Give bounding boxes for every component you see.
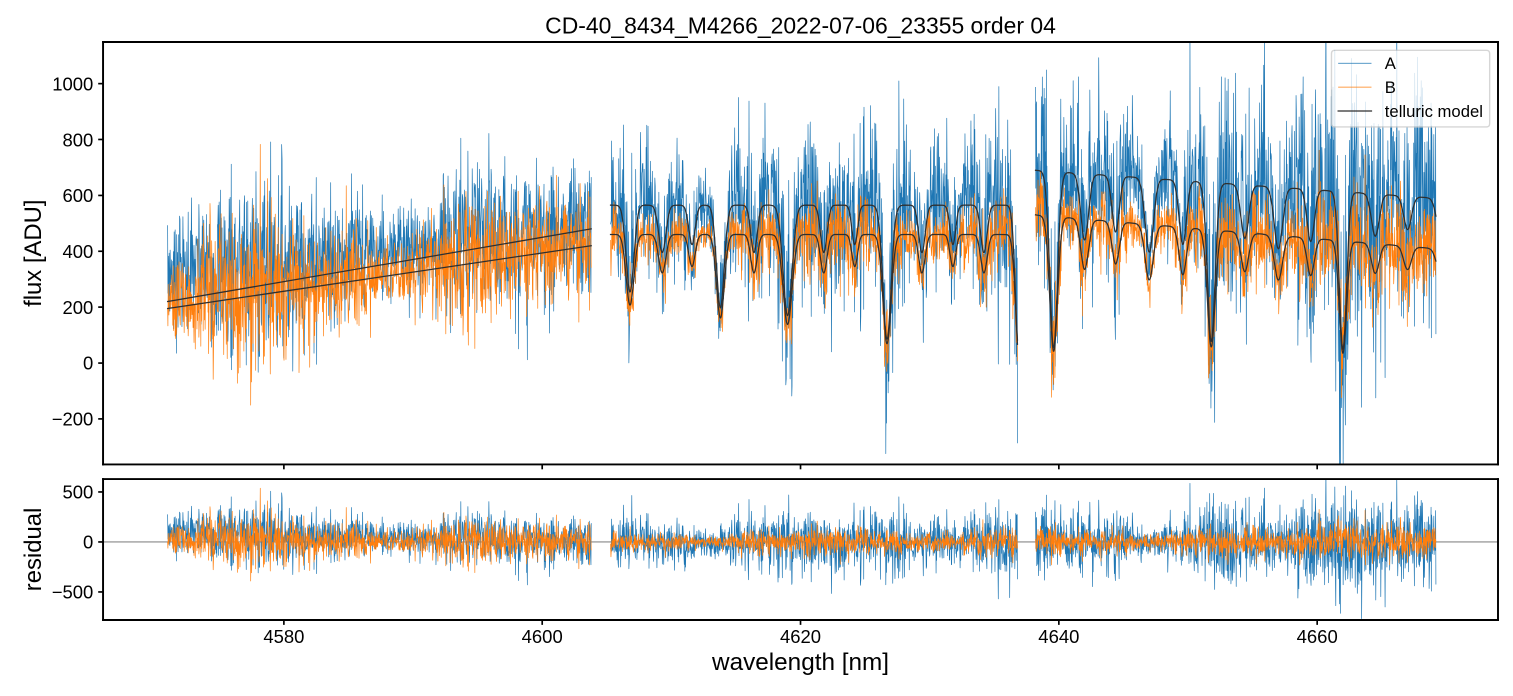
svg-text:−200: −200 xyxy=(52,409,94,430)
svg-text:A: A xyxy=(1385,54,1397,73)
svg-text:800: 800 xyxy=(63,129,94,150)
svg-text:1000: 1000 xyxy=(52,73,93,94)
svg-text:500: 500 xyxy=(63,482,94,503)
svg-text:flux [ADU]: flux [ADU] xyxy=(20,199,47,306)
svg-text:4620: 4620 xyxy=(780,626,821,647)
svg-text:200: 200 xyxy=(63,297,94,318)
svg-text:4580: 4580 xyxy=(263,626,304,647)
svg-text:0: 0 xyxy=(83,532,93,553)
svg-text:telluric model: telluric model xyxy=(1385,102,1483,121)
svg-text:600: 600 xyxy=(63,185,94,206)
svg-text:CD-40_8434_M4266_2022-07-06_23: CD-40_8434_M4266_2022-07-06_23355 order … xyxy=(545,13,1056,39)
svg-text:residual: residual xyxy=(20,508,47,592)
svg-text:wavelength [nm]: wavelength [nm] xyxy=(711,649,889,676)
svg-text:0: 0 xyxy=(83,353,93,374)
svg-text:400: 400 xyxy=(63,241,94,262)
svg-text:4660: 4660 xyxy=(1297,626,1338,647)
svg-text:4600: 4600 xyxy=(522,626,563,647)
svg-text:B: B xyxy=(1385,78,1396,97)
svg-text:4640: 4640 xyxy=(1038,626,1079,647)
svg-text:−500: −500 xyxy=(52,582,94,603)
